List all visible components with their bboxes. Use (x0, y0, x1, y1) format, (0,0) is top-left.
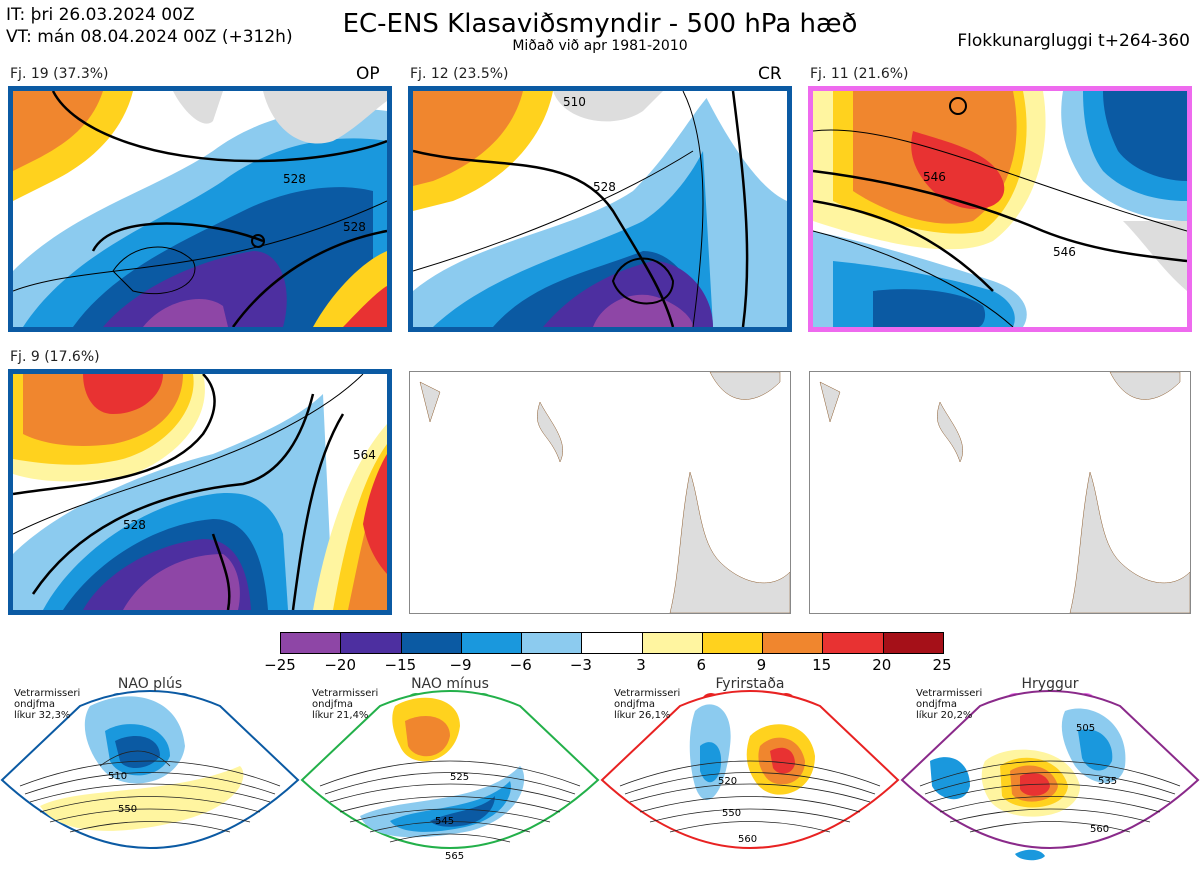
regime-map: 525 545 565 (300, 690, 600, 862)
regime-contour-label: 550 (722, 808, 741, 819)
empty-map-5 (419, 372, 790, 613)
colorbar-tick-label: 25 (932, 656, 952, 674)
empty-map-6 (819, 372, 1190, 613)
regime-contour-label: 560 (1090, 824, 1109, 835)
empty-panel-6 (809, 371, 1191, 614)
colorbar-segment (642, 633, 703, 653)
panel-1-label: Fj. 19 (37.3%) (10, 66, 109, 82)
contour-label: 510 (563, 95, 586, 109)
valid-time: VT: mán 08.04.2024 00Z (+312h) (6, 27, 293, 47)
colorbar-segment (702, 633, 764, 653)
regime-note: Vetrarmisseri ondjfma líkur 32,3% (14, 688, 81, 721)
colorbar (280, 632, 944, 654)
colorbar-tick-label: −6 (509, 656, 532, 674)
colorbar-segment (341, 633, 402, 653)
page-title: EC-ENS Klasaviðsmyndir - 500 hPa hæð (342, 9, 858, 39)
cluster-map-1: 528 528 (13, 91, 387, 327)
regime-contour-label: 535 (1098, 776, 1117, 787)
contour-label: 528 (123, 518, 146, 532)
regime-contour-label: 550 (118, 804, 137, 815)
colorbar-segment (883, 633, 943, 653)
regime-map: 505 535 560 (900, 690, 1200, 861)
colorbar-segment (582, 633, 643, 653)
colorbar-segment (461, 633, 523, 653)
classification-window: Flokkunargluggi t+264-360 (957, 31, 1190, 51)
regime-map: 520 550 560 (600, 690, 900, 849)
colorbar-tick-label: −9 (449, 656, 472, 674)
regime-contour-label: 560 (738, 834, 757, 845)
regime-title: NAO plús (117, 676, 183, 692)
cluster-map-4: 528 564 (13, 374, 387, 610)
panel-3-label: Fj. 11 (21.6%) (810, 66, 909, 82)
contour-label: 546 (923, 170, 946, 184)
colorbar-tick-label: −20 (324, 656, 356, 674)
cluster-panel-2[interactable]: 528 510 (408, 86, 792, 332)
contour-label: 528 (593, 180, 616, 194)
empty-panel-5 (409, 371, 791, 614)
regime-note: Vetrarmisseri ondjfma líkur 21,4% (312, 688, 379, 721)
contour-label: 528 (343, 220, 366, 234)
colorbar-tick-label: 6 (696, 656, 707, 674)
regime-nao-plus: Vetrarmisseri ondjfma líkur 32,3% NAO plús… (0, 676, 300, 871)
cluster-panel-1[interactable]: 528 528 (8, 86, 392, 332)
regime-contour-label: 510 (108, 771, 127, 782)
colorbar-segment (763, 633, 824, 653)
regime-contour-label: 565 (445, 851, 464, 862)
regime-contour-label: 520 (718, 776, 737, 787)
regime-ridge: Vetrarmisseri ondjfma líkur 20,2% Hryggur … (900, 676, 1200, 871)
colorbar-tick-label: −15 (384, 656, 417, 674)
contour-label: 564 (353, 448, 376, 462)
regime-contour-label: 525 (450, 772, 469, 783)
colorbar-segment (401, 633, 462, 653)
regime-note: Vetrarmisseri ondjfma líkur 26,1% (614, 688, 681, 721)
regime-title: Hryggur (1021, 676, 1079, 692)
panel-4-label: Fj. 9 (17.6%) (10, 349, 100, 365)
colorbar-tick-label: 15 (812, 656, 832, 674)
cluster-map-3: 546 546 (813, 91, 1187, 327)
panel-2-label: Fj. 12 (23.5%) (410, 66, 509, 82)
page-subtitle: Miðað við apr 1981-2010 (512, 38, 688, 54)
cluster-panel-3[interactable]: 546 546 (808, 86, 1192, 332)
colorbar-segment (823, 633, 884, 653)
regime-contour-label: 505 (1076, 723, 1095, 734)
contour-label: 528 (283, 172, 306, 186)
colorbar-tick-label: −3 (569, 656, 592, 674)
regime-map: 510 550 (0, 690, 300, 849)
regime-title: Fyrirstaða (715, 676, 785, 692)
colorbar-tick-label: 3 (636, 656, 646, 674)
regime-contour-label: 545 (435, 816, 454, 827)
contour-label: 546 (1053, 245, 1076, 259)
regime-note: Vetrarmisseri ondjfma líkur 20,2% (916, 688, 983, 721)
regime-title: NAO mínus (411, 676, 489, 692)
header-left: IT: þri 26.03.2024 00Z VT: mán 08.04.202… (6, 4, 293, 48)
colorbar-tick-label: −25 (264, 656, 296, 674)
colorbar-tick-label: 9 (756, 656, 767, 674)
cluster-panel-4[interactable]: 528 564 (8, 369, 392, 615)
cluster-map-2: 528 510 (413, 91, 787, 327)
colorbar-tick-label: 20 (872, 656, 892, 674)
panel-2-tag: CR (758, 64, 782, 84)
regime-nao-minus: Vetrarmisseri ondjfma líkur 21,4% NAO mínu… (300, 676, 600, 871)
regime-blocking: Vetrarmisseri ondjfma líkur 26,1% Fyrirsta… (600, 676, 900, 871)
panel-1-tag: OP (356, 64, 380, 84)
colorbar-segment (281, 633, 342, 653)
colorbar-segment (522, 633, 583, 653)
initial-time: IT: þri 26.03.2024 00Z (6, 5, 195, 25)
